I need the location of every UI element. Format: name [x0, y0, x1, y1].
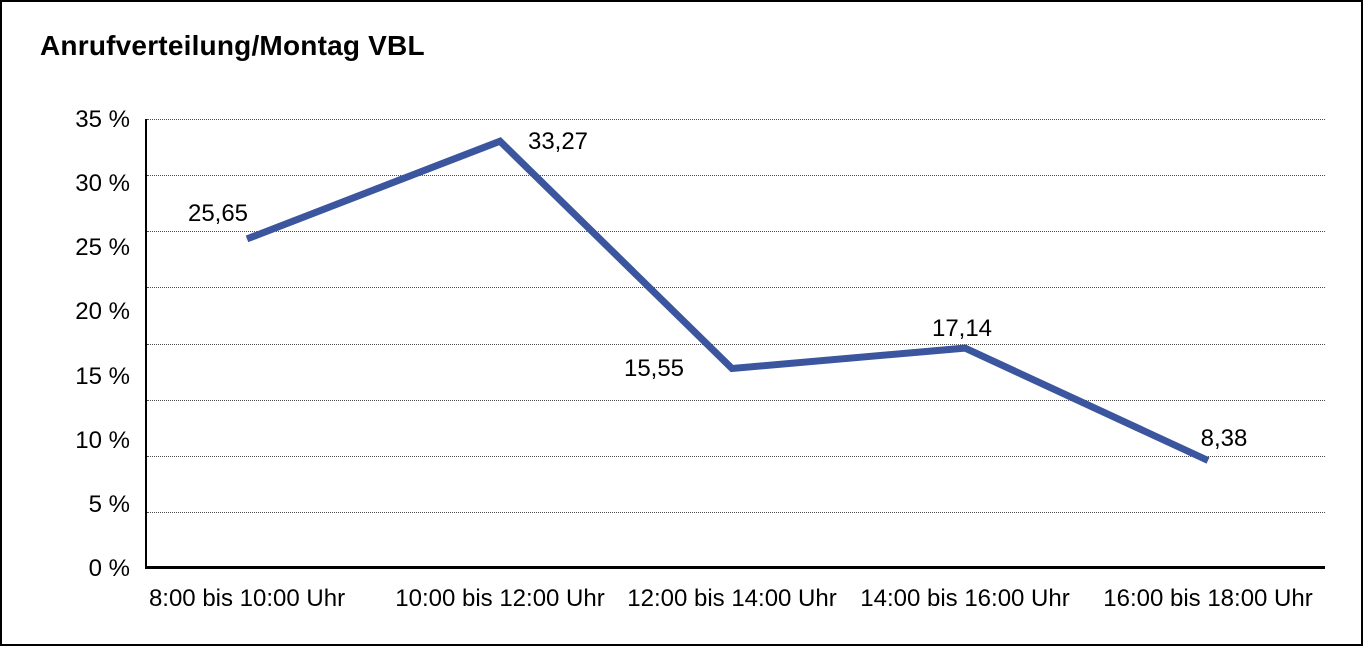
- y-axis-tick-label: 10 %: [75, 427, 130, 454]
- y-axis-tick-label: 5 %: [88, 491, 130, 518]
- x-axis-line: [145, 566, 1325, 569]
- data-point-label: 8,38: [1200, 425, 1248, 453]
- data-point-label: 17,14: [931, 315, 993, 343]
- data-line-series: [245, 137, 1210, 464]
- x-axis-category-label: 16:00 bis 18:00 Uhr: [1103, 585, 1313, 612]
- y-axis-tick-label: 20 %: [75, 298, 130, 325]
- data-point-label: 25,65: [187, 199, 249, 227]
- y-axis-tick-label: 15 %: [75, 363, 130, 390]
- x-axis-category-label: 12:00 bis 14:00 Uhr: [627, 585, 837, 612]
- gridline: [147, 287, 1325, 288]
- gridline: [147, 512, 1325, 513]
- y-axis-tick-label: 25 %: [75, 234, 130, 261]
- chart-title: Anrufverteilung/Montag VBL: [40, 30, 425, 61]
- x-axis-category-label: 10:00 bis 12:00 Uhr: [395, 585, 605, 612]
- gridline: [147, 344, 1325, 345]
- y-axis-line: [145, 119, 147, 569]
- gridline: [147, 231, 1325, 232]
- gridline: [147, 456, 1325, 457]
- data-point-label: 15,55: [623, 354, 685, 382]
- y-axis-tick-label: 30 %: [75, 170, 130, 197]
- x-axis-category-label: 8:00 bis 10:00 Uhr: [148, 585, 346, 612]
- gridline: [147, 400, 1325, 401]
- x-axis-category-label: 14:00 bis 16:00 Uhr: [860, 585, 1070, 612]
- data-point-label: 33,27: [527, 128, 589, 156]
- gridline: [147, 119, 1325, 120]
- gridline: [147, 175, 1325, 176]
- y-axis-tick-label: 35 %: [75, 106, 130, 133]
- y-axis-tick-label: 0 %: [88, 555, 130, 582]
